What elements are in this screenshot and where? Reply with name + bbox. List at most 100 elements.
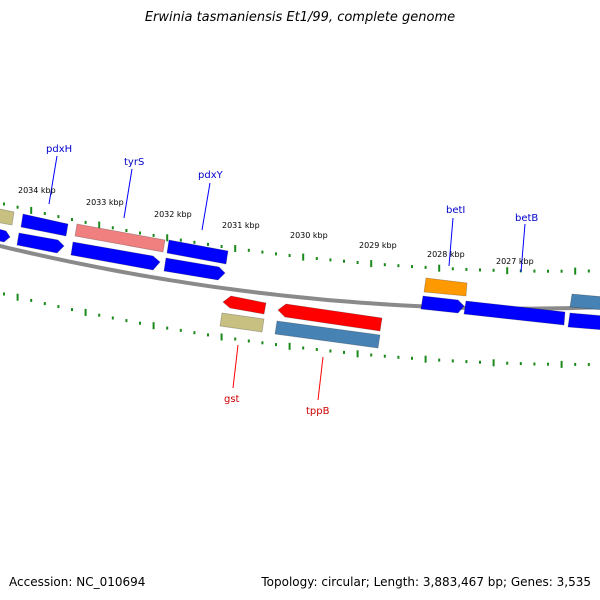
feature-gst-red[interactable] bbox=[222, 295, 267, 315]
tick-minor bbox=[179, 328, 182, 332]
tick-minor bbox=[193, 240, 196, 244]
tick-major bbox=[234, 245, 237, 252]
tick-minor bbox=[220, 245, 223, 248]
tick-minor bbox=[492, 268, 495, 272]
gene-leaders bbox=[48, 155, 526, 401]
tick-minor bbox=[207, 242, 209, 246]
tick-major bbox=[438, 264, 441, 272]
tick-minor bbox=[98, 313, 101, 317]
scale-label-2033: 2033 kbp bbox=[86, 198, 124, 207]
tick-minor bbox=[139, 321, 141, 325]
tick-minor bbox=[315, 257, 318, 260]
tick-minor bbox=[3, 292, 5, 296]
gene-label-pdxH[interactable]: pdxH bbox=[46, 144, 72, 155]
inner-tick-track bbox=[3, 292, 590, 368]
accession-text: Accession: NC_010694 bbox=[9, 575, 146, 589]
tick-minor bbox=[30, 298, 33, 302]
leader-betI bbox=[448, 217, 454, 267]
tick-minor bbox=[207, 333, 209, 337]
tick-minor bbox=[438, 358, 441, 362]
tick-minor bbox=[465, 360, 468, 364]
tick-minor bbox=[247, 339, 250, 343]
tick-minor bbox=[397, 355, 400, 359]
tick-minor bbox=[43, 302, 46, 306]
tick-major bbox=[492, 359, 495, 367]
gene-label-betB[interactable]: betB bbox=[515, 213, 538, 224]
tick-minor bbox=[234, 337, 237, 341]
feature-pdxY[interactable] bbox=[166, 239, 229, 265]
feature-tppB[interactable] bbox=[274, 320, 381, 349]
tick-minor bbox=[383, 354, 386, 358]
feature-tyrS[interactable] bbox=[74, 223, 166, 253]
tick-major bbox=[84, 308, 87, 316]
leader-pdxH bbox=[48, 155, 58, 205]
feature-tppB-red[interactable] bbox=[277, 303, 383, 332]
scale-label-2030: 2030 kbp bbox=[290, 231, 328, 240]
tick-minor bbox=[275, 252, 277, 256]
feature-betB[interactable] bbox=[463, 300, 566, 326]
tick-minor bbox=[383, 263, 386, 267]
tick-minor bbox=[261, 341, 264, 345]
scale-label-2029: 2029 kbp bbox=[359, 241, 397, 250]
feature-blue-arrow-3[interactable] bbox=[163, 257, 226, 281]
tick-minor bbox=[547, 362, 549, 366]
tick-minor bbox=[574, 362, 577, 366]
leader-tyrS bbox=[123, 168, 133, 219]
tick-minor bbox=[111, 226, 114, 230]
tick-minor bbox=[57, 215, 60, 219]
feature-blue-right[interactable] bbox=[567, 312, 600, 330]
feature-steel-right[interactable] bbox=[569, 293, 600, 310]
tick-minor bbox=[479, 360, 481, 364]
tick-minor bbox=[397, 264, 400, 268]
tick-minor bbox=[302, 346, 305, 350]
tick-minor bbox=[343, 259, 345, 263]
tick-minor bbox=[560, 269, 563, 273]
tick-minor bbox=[3, 202, 5, 206]
feature-blue-arrow-4[interactable] bbox=[420, 295, 465, 314]
tick-minor bbox=[193, 331, 196, 335]
gene-label-tppB[interactable]: tppB bbox=[306, 406, 330, 417]
feature-blue-arrow-2[interactable] bbox=[70, 241, 161, 271]
leader-betB bbox=[520, 223, 526, 273]
feature-blue-left-arrow[interactable] bbox=[0, 228, 11, 243]
scale-label-2034: 2034 kbp bbox=[18, 186, 56, 195]
tick-major bbox=[424, 355, 427, 363]
scale-label-2031: 2031 kbp bbox=[222, 221, 260, 230]
feature-pdxH[interactable] bbox=[20, 213, 69, 237]
scale-label-2032: 2032 kbp bbox=[154, 210, 192, 219]
tick-minor bbox=[533, 362, 536, 366]
tick-major bbox=[220, 333, 223, 341]
tick-minor bbox=[533, 269, 536, 273]
tick-major bbox=[98, 221, 101, 229]
tick-minor bbox=[506, 361, 509, 365]
tick-minor bbox=[343, 350, 345, 354]
map-title: Erwinia tasmaniensis Et1/99, complete ge… bbox=[144, 10, 456, 25]
feature-blue-arrow-1[interactable] bbox=[16, 232, 65, 254]
feature-betI[interactable] bbox=[423, 277, 468, 297]
tick-minor bbox=[166, 326, 169, 330]
tick-minor bbox=[261, 250, 264, 254]
tick-minor bbox=[411, 356, 413, 360]
gene-label-gst[interactable]: gst bbox=[224, 394, 240, 405]
tick-major bbox=[16, 293, 19, 301]
tick-minor bbox=[411, 265, 413, 269]
tick-minor bbox=[111, 316, 114, 320]
feature-gst[interactable] bbox=[219, 312, 265, 333]
gene-label-tyrS[interactable]: tyrS bbox=[124, 157, 144, 168]
gene-label-betI[interactable]: betI bbox=[446, 205, 465, 216]
tick-minor bbox=[587, 269, 590, 273]
tick-major bbox=[166, 234, 169, 242]
tick-minor bbox=[451, 267, 454, 271]
feature-khaki-left[interactable] bbox=[0, 208, 15, 226]
tick-minor bbox=[43, 212, 46, 215]
tick-minor bbox=[139, 231, 141, 235]
tick-minor bbox=[329, 349, 332, 353]
tick-major bbox=[30, 206, 33, 214]
tick-major bbox=[506, 267, 509, 275]
outer-tick-track bbox=[3, 202, 590, 275]
gene-labels: pdxH tyrS pdxY betI betB gst tppB bbox=[46, 144, 538, 417]
tick-minor bbox=[152, 233, 155, 237]
gene-label-pdxY[interactable]: pdxY bbox=[198, 170, 224, 181]
scale-label-2028: 2028 kbp bbox=[427, 250, 465, 259]
